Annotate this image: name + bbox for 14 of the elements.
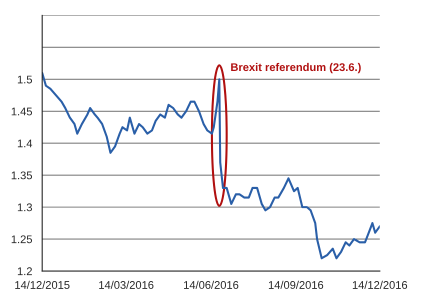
y-tick-label: 1.45 [12,108,32,116]
x-tick-label: 14/09/2016 [268,280,324,289]
y-tick-label: 1.35 [12,171,32,180]
x-tick-label: 14/03/2016 [99,280,154,289]
line-series [42,72,380,260]
x-tick-label: 14/06/2016 [184,280,238,289]
annotation: Brexit referendum (23.6.) [231,62,361,74]
y-tick-label: 1.3 [18,203,32,212]
y-tick-label: 1.4 [18,140,32,148]
x-tick-label: 14/12/2016 [352,280,408,289]
x-tick-label: 14/12/2015 [15,280,70,289]
y-tick-label: 1.25 [12,235,32,244]
y-tick-label: 1.5 [18,76,32,84]
y-tick-label: 1.2 [18,267,32,276]
